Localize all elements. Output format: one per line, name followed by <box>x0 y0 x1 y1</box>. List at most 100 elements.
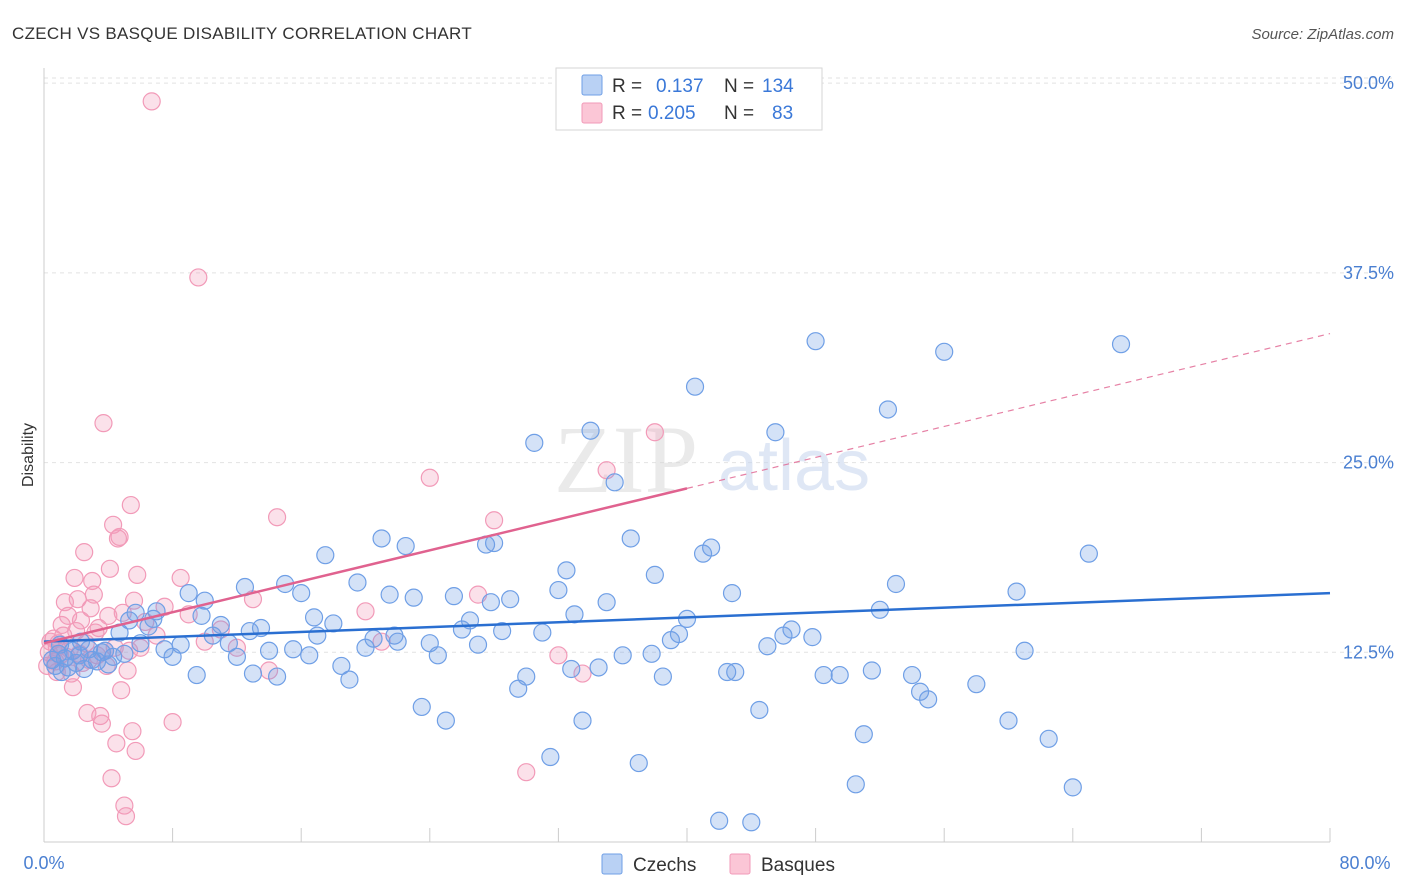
czechs-point <box>562 659 581 679</box>
czechs-point <box>581 421 600 440</box>
czechs-point <box>316 546 335 565</box>
legend-swatch-basques <box>581 102 603 124</box>
czechs-point <box>304 608 324 627</box>
y-axis-label: Disability <box>20 423 37 487</box>
y-tick-label: 12.5% <box>1343 642 1394 662</box>
czechs-point <box>886 574 906 594</box>
czechs-point <box>308 626 327 645</box>
czechs-point <box>854 725 873 744</box>
czechs-point <box>211 615 230 635</box>
y-tick-label: 25.0% <box>1343 453 1394 473</box>
czechs-point <box>187 665 206 685</box>
czechs-point <box>1007 582 1026 601</box>
czechs-point <box>444 587 464 606</box>
czechs-point <box>722 584 742 603</box>
basques-point <box>100 559 120 578</box>
legend-n-basques: 83 <box>772 103 793 124</box>
czechs-point <box>171 635 190 654</box>
basques-point <box>71 611 91 630</box>
czechs-point <box>597 593 616 612</box>
czechs-point <box>573 711 592 730</box>
basques-point <box>121 495 140 515</box>
czechs-point <box>243 664 263 683</box>
czechs-point <box>902 665 922 685</box>
czechs-point <box>621 529 640 548</box>
czechs-point <box>1063 778 1082 797</box>
basques-point <box>83 571 102 591</box>
czechs-point <box>340 670 359 689</box>
czechs-point <box>758 637 777 656</box>
legend-r-label: R = <box>612 76 642 97</box>
chart-title: CZECH VS BASQUE DISABILITY CORRELATION C… <box>12 24 472 43</box>
czechs-point <box>292 584 311 603</box>
czechs-trend-line <box>43 591 1331 643</box>
czechs-point <box>613 646 632 665</box>
basques-point <box>63 678 83 697</box>
czechs-point <box>501 590 520 609</box>
czechs-point <box>814 665 833 685</box>
czechs-point <box>967 675 986 694</box>
watermark-zip: ZIP <box>554 406 698 513</box>
basques-point <box>110 527 129 547</box>
czechs-point <box>192 606 211 625</box>
czechs-point <box>481 593 500 612</box>
czechs-point <box>380 585 399 604</box>
czechs-point <box>766 423 785 442</box>
basques-trend-extension <box>686 333 1331 489</box>
basques-point <box>65 568 84 588</box>
legend-bottom-swatch-basques <box>729 853 751 875</box>
czechs-point <box>846 775 865 794</box>
czechs-point <box>412 697 431 717</box>
basques-point <box>94 414 113 433</box>
czechs-point <box>685 377 705 396</box>
basques-point <box>84 585 103 604</box>
legend-r-czechs: 0.137 <box>656 76 704 97</box>
basques-point <box>645 423 664 442</box>
czechs-point <box>227 647 246 666</box>
czechs-point <box>557 561 576 580</box>
czechs-point <box>1111 335 1131 354</box>
basques-point <box>485 511 504 530</box>
legend-bottom-czechs: Czechs <box>633 855 696 876</box>
basques-point <box>573 664 592 683</box>
basques-point <box>126 741 145 761</box>
czechs-point <box>549 580 568 600</box>
czechs-point <box>541 747 560 767</box>
legend-r-label-2: R = <box>612 103 642 124</box>
czechs-point <box>1039 729 1058 748</box>
czechs-point <box>404 588 423 607</box>
basques-point <box>107 734 126 753</box>
czechs-point <box>95 641 115 660</box>
czechs-point <box>428 646 447 665</box>
legend-n-label-2: N = <box>724 103 754 124</box>
czechs-point <box>589 658 608 677</box>
czechs-point <box>642 644 661 663</box>
czechs-point <box>364 629 383 648</box>
basques-point <box>549 646 568 665</box>
basques-point <box>356 602 375 621</box>
czechs-point <box>259 641 279 660</box>
y-tick-label: 50.0% <box>1343 73 1394 93</box>
basques-point <box>128 565 147 584</box>
czechs-point <box>742 813 761 832</box>
czechs-point <box>1079 544 1098 563</box>
basques-point <box>91 706 110 726</box>
basques-point <box>75 543 94 562</box>
basques-point <box>113 603 132 622</box>
czechs-point <box>493 621 512 641</box>
basques-point <box>163 713 182 732</box>
legend-bottom-basques: Basques <box>761 855 835 876</box>
czechs-point <box>919 690 938 709</box>
basques-point <box>420 468 439 487</box>
basques-point <box>116 807 136 826</box>
legend-r-basques: 0.205 <box>648 103 696 124</box>
czechs-point <box>436 711 455 730</box>
czechs-point <box>710 811 729 830</box>
czechs-point <box>677 609 697 629</box>
czechs-point <box>750 700 769 720</box>
watermark: ZIP atlas <box>554 406 870 513</box>
czechs-point <box>179 584 198 603</box>
czechs-point <box>645 565 664 584</box>
basques-point <box>267 508 287 527</box>
czechs-point <box>629 753 648 773</box>
